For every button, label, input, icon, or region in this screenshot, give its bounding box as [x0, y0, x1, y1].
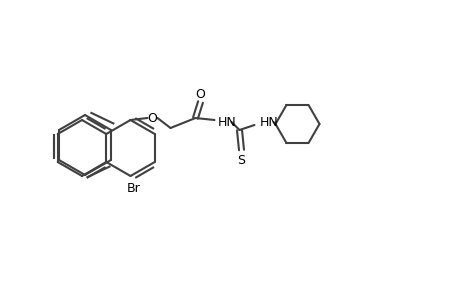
Text: O: O [195, 88, 205, 100]
Text: HN: HN [259, 116, 278, 128]
Text: HN: HN [217, 116, 236, 128]
Text: S: S [237, 154, 245, 166]
Text: Br: Br [126, 182, 140, 194]
Text: O: O [147, 112, 157, 124]
